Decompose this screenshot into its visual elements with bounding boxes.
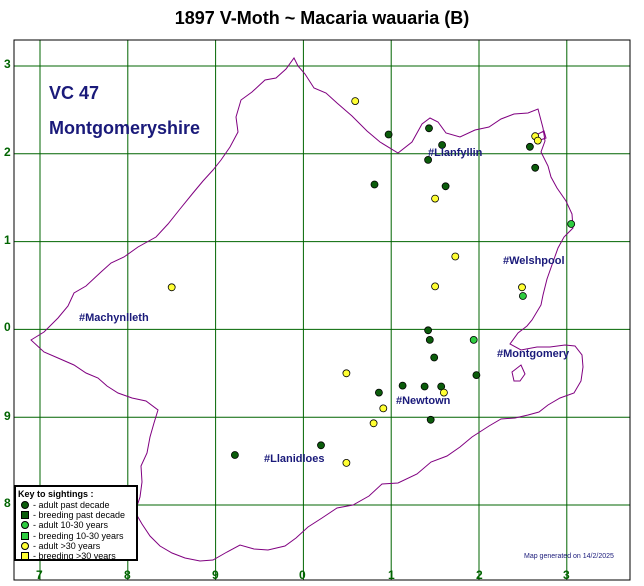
sighting-point	[425, 335, 434, 344]
sighting-point	[451, 252, 460, 261]
sighting-point	[518, 283, 526, 292]
sighting-point	[469, 335, 478, 344]
sighting-point	[526, 142, 534, 151]
sighting-point	[379, 404, 388, 413]
town-welshpool: #Welshpool	[503, 255, 565, 267]
x-axis-label: 0	[299, 568, 306, 582]
town-llanidloes: #Llanidloes	[264, 453, 325, 465]
sighting-point	[374, 388, 383, 397]
y-axis-label: 8	[4, 496, 11, 510]
key-row: - adult past decade	[18, 500, 134, 510]
sighting-point	[369, 419, 378, 428]
vice-county-number: VC 47	[49, 83, 100, 103]
sighting-point	[420, 382, 429, 391]
generated-date: Map generated on 14/2/2025	[524, 553, 614, 560]
sighting-point	[431, 194, 440, 203]
key-label: - breeding 10-30 years	[33, 530, 124, 541]
sighting-point	[351, 97, 360, 105]
key-label: - adult 10-30 years	[33, 520, 109, 531]
sighting-point	[384, 130, 393, 139]
town-machynlleth: #Machynlleth	[79, 312, 149, 324]
x-axis-label: 7	[36, 568, 43, 582]
town-newtown: #Newtown	[396, 395, 451, 407]
key-row: - adult >30 years	[18, 541, 134, 551]
square-symbol-icon	[21, 552, 29, 561]
x-axis-label: 1	[388, 568, 395, 582]
sighting-point	[398, 381, 407, 390]
sighting-point	[439, 388, 448, 397]
y-axis-label: 1	[4, 233, 11, 247]
map-title: 1897 V-Moth ~ Macaria wauaria (B)	[174, 8, 470, 28]
sighting-point	[441, 182, 450, 191]
key-row: - breeding past decade	[18, 510, 134, 520]
key-row: - breeding >30 years	[18, 551, 134, 561]
x-axis-label: 9	[212, 568, 219, 582]
key-label: - breeding >30 years	[33, 551, 116, 562]
sighting-point	[342, 458, 351, 467]
vice-county-name: Montgomeryshire	[49, 118, 201, 138]
sighting-point	[317, 441, 325, 450]
y-axis-label: 2	[4, 145, 11, 159]
sighting-point	[426, 415, 435, 424]
sighting-point	[531, 163, 540, 172]
circle-symbol-icon	[21, 501, 29, 510]
key-row: - breeding 10-30 years	[18, 531, 134, 541]
key-row: - adult 10-30 years	[18, 520, 134, 530]
sighting-point	[370, 180, 379, 189]
key-label: - adult >30 years	[33, 540, 101, 551]
town-llanfyllin: #Llanfyllin	[428, 147, 483, 159]
town-montgomery: #Montgomery	[497, 348, 570, 360]
sighting-point	[430, 353, 439, 362]
sighting-point	[342, 369, 351, 378]
circle-symbol-icon	[21, 541, 29, 550]
key-title: Key to sightings :	[18, 489, 94, 499]
x-axis-label: 8	[124, 568, 131, 582]
circle-symbol-icon	[21, 521, 29, 530]
x-axis-label: 2	[476, 568, 483, 582]
y-axis-label: 3	[4, 57, 11, 71]
sighting-point	[519, 292, 527, 300]
sighting-point	[230, 451, 239, 459]
square-symbol-icon	[21, 511, 29, 520]
x-axis-label: 3	[563, 568, 570, 582]
map-frame	[13, 39, 631, 581]
sighting-point	[431, 282, 440, 291]
key-label: - adult past decade	[33, 500, 110, 511]
key-label: - breeding past decade	[33, 510, 126, 521]
sightings-key: Key to sightings : - adult past decade - …	[14, 485, 138, 561]
sighting-point	[425, 124, 433, 133]
y-axis-label: 0	[4, 320, 11, 334]
sighting-point	[472, 371, 481, 380]
sighting-point	[438, 141, 447, 149]
sighting-points	[167, 97, 576, 467]
sighting-point	[167, 283, 176, 292]
sighting-point	[424, 155, 433, 164]
sighting-point	[424, 326, 433, 335]
square-symbol-icon	[21, 531, 29, 540]
sighting-point	[533, 136, 542, 145]
sighting-point	[567, 220, 576, 228]
y-axis-label: 9	[4, 409, 11, 423]
